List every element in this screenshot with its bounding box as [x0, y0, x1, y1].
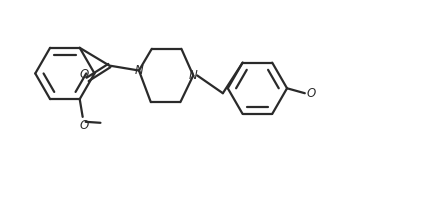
Text: O: O	[79, 68, 88, 81]
Text: O: O	[307, 87, 316, 100]
Text: N: N	[189, 69, 198, 82]
Text: O: O	[79, 119, 88, 132]
Text: N: N	[134, 64, 143, 77]
